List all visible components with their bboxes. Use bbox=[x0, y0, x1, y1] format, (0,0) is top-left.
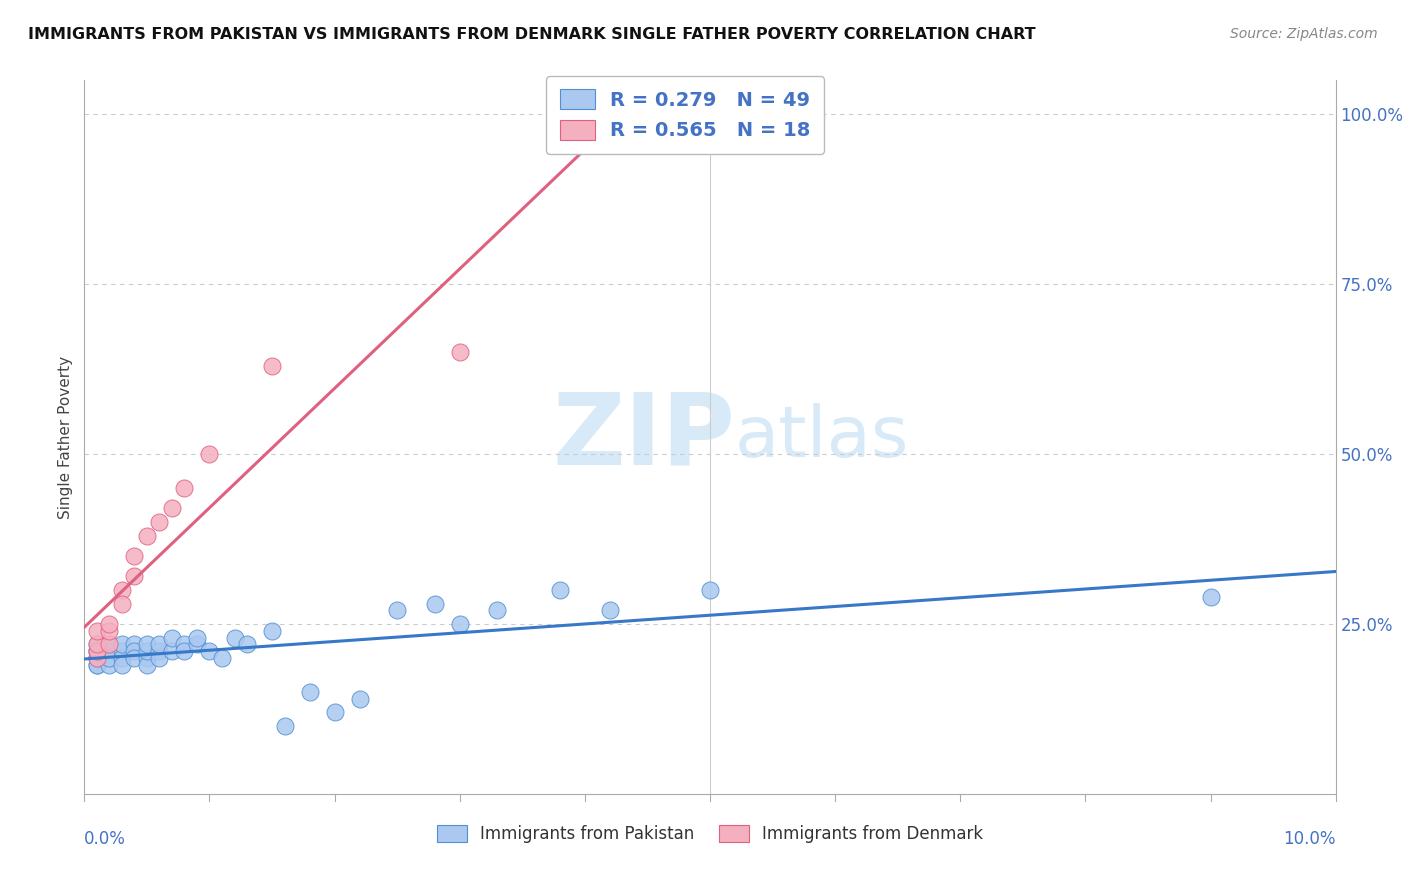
Point bbox=[98, 624, 121, 638]
Point bbox=[148, 651, 170, 665]
Point bbox=[262, 624, 284, 638]
Point bbox=[111, 651, 134, 665]
Point bbox=[98, 637, 121, 651]
Point bbox=[86, 644, 108, 658]
Point bbox=[111, 582, 134, 597]
Text: 10.0%: 10.0% bbox=[1284, 830, 1336, 847]
Point bbox=[86, 651, 108, 665]
Y-axis label: Single Father Poverty: Single Father Poverty bbox=[58, 356, 73, 518]
Point bbox=[423, 597, 446, 611]
Text: Source: ZipAtlas.com: Source: ZipAtlas.com bbox=[1230, 27, 1378, 41]
Point bbox=[124, 651, 146, 665]
Point bbox=[198, 447, 221, 461]
Legend: Immigrants from Pakistan, Immigrants from Denmark: Immigrants from Pakistan, Immigrants fro… bbox=[430, 818, 990, 850]
Point bbox=[449, 345, 471, 359]
Point bbox=[136, 657, 159, 672]
Point bbox=[124, 549, 146, 563]
Point bbox=[148, 644, 170, 658]
Point bbox=[86, 637, 108, 651]
Point bbox=[1199, 590, 1222, 604]
Point bbox=[111, 637, 134, 651]
Point bbox=[323, 706, 346, 720]
Point bbox=[186, 637, 208, 651]
Point bbox=[186, 631, 208, 645]
Point bbox=[486, 603, 509, 617]
Point bbox=[148, 515, 170, 529]
Point bbox=[385, 603, 409, 617]
Point bbox=[211, 651, 233, 665]
Point bbox=[98, 644, 121, 658]
Point bbox=[136, 644, 159, 658]
Point bbox=[86, 651, 108, 665]
Point bbox=[262, 359, 284, 373]
Point bbox=[136, 637, 159, 651]
Text: atlas: atlas bbox=[735, 402, 910, 472]
Point bbox=[349, 691, 371, 706]
Point bbox=[548, 582, 571, 597]
Point bbox=[599, 603, 621, 617]
Point bbox=[273, 719, 295, 733]
Point bbox=[224, 631, 246, 645]
Point bbox=[699, 582, 721, 597]
Point bbox=[98, 617, 121, 632]
Point bbox=[160, 501, 183, 516]
Point bbox=[449, 617, 471, 632]
Point bbox=[111, 597, 134, 611]
Point bbox=[160, 631, 183, 645]
Point bbox=[148, 637, 170, 651]
Point bbox=[98, 657, 121, 672]
Point bbox=[160, 644, 183, 658]
Point bbox=[98, 651, 121, 665]
Point bbox=[173, 481, 195, 495]
Point bbox=[86, 644, 108, 658]
Point bbox=[111, 657, 134, 672]
Point bbox=[173, 644, 195, 658]
Point bbox=[124, 569, 146, 583]
Point bbox=[136, 651, 159, 665]
Point bbox=[86, 651, 108, 665]
Point bbox=[98, 637, 121, 651]
Point bbox=[124, 644, 146, 658]
Point bbox=[98, 651, 121, 665]
Point bbox=[86, 657, 108, 672]
Point bbox=[124, 637, 146, 651]
Point bbox=[86, 644, 108, 658]
Point bbox=[86, 657, 108, 672]
Point bbox=[236, 637, 259, 651]
Text: IMMIGRANTS FROM PAKISTAN VS IMMIGRANTS FROM DENMARK SINGLE FATHER POVERTY CORREL: IMMIGRANTS FROM PAKISTAN VS IMMIGRANTS F… bbox=[28, 27, 1036, 42]
Text: 0.0%: 0.0% bbox=[84, 830, 127, 847]
Point bbox=[136, 528, 159, 542]
Point bbox=[198, 644, 221, 658]
Point bbox=[173, 637, 195, 651]
Point bbox=[111, 644, 134, 658]
Text: ZIP: ZIP bbox=[553, 389, 735, 485]
Point bbox=[298, 685, 321, 699]
Point bbox=[86, 624, 108, 638]
Point bbox=[86, 637, 108, 651]
